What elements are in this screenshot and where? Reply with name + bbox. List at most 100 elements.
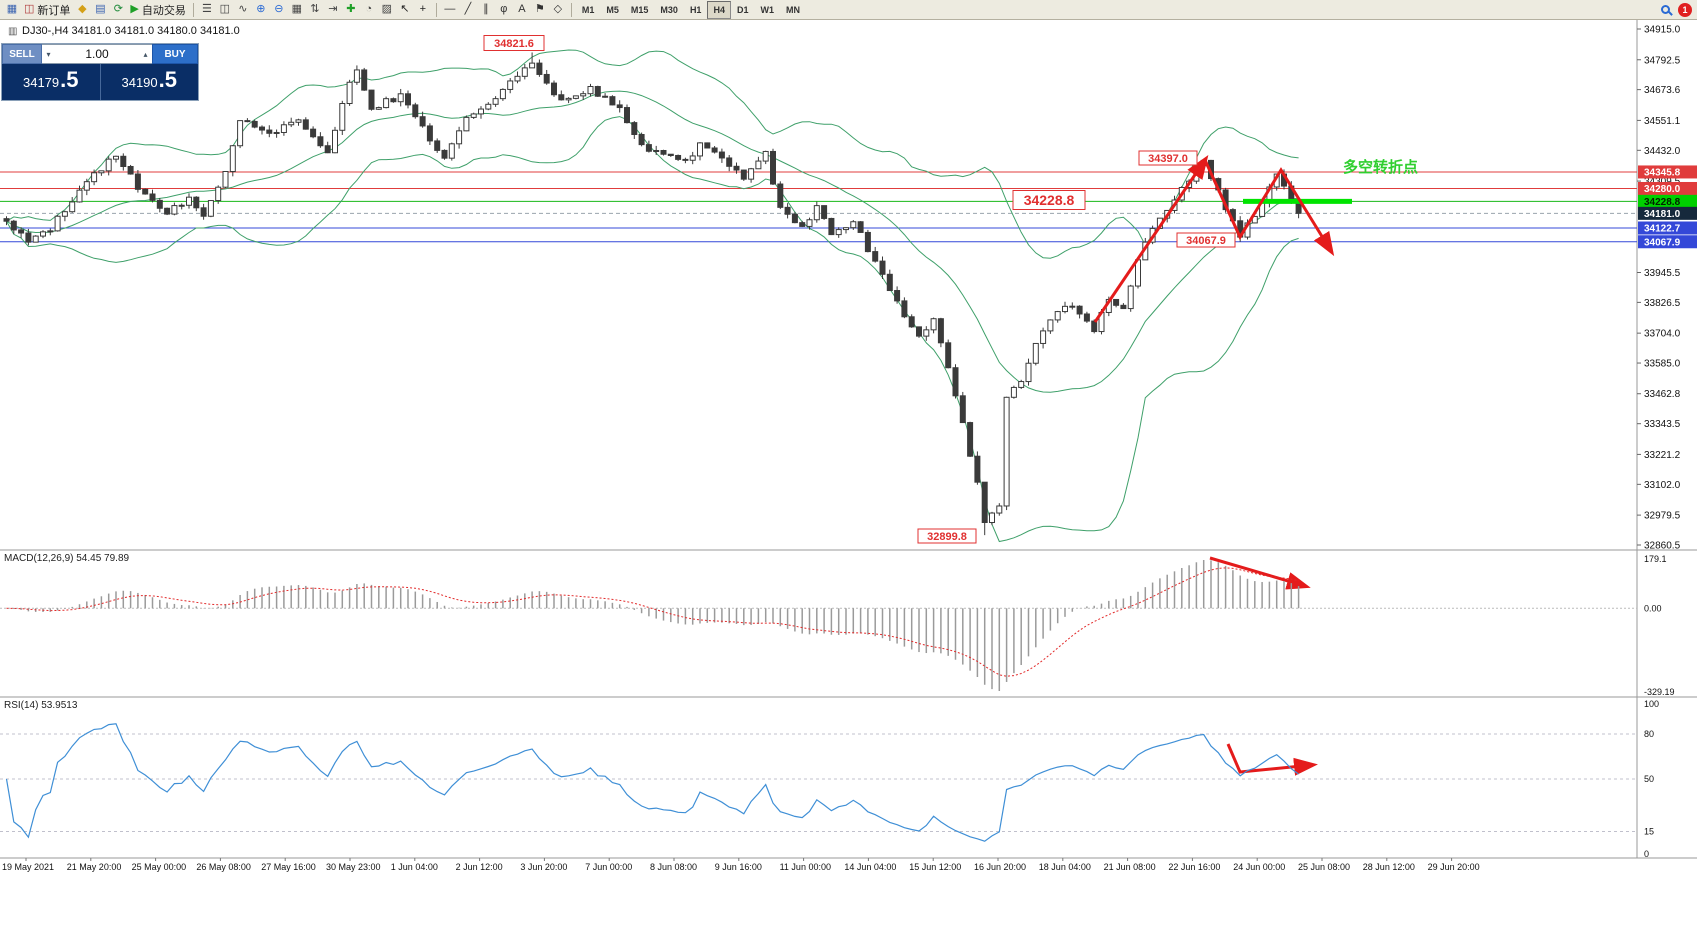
timeframe-m1-button[interactable]: M1 bbox=[581, 4, 595, 15]
hline-tool-icon: ― bbox=[444, 3, 456, 15]
trend-arrow[interactable] bbox=[1093, 155, 1209, 323]
svg-text:34280.0: 34280.0 bbox=[1644, 184, 1681, 195]
candle-chart-button[interactable]: ◫ bbox=[216, 1, 234, 19]
hline-tool-button[interactable]: ― bbox=[441, 1, 459, 19]
trend-arrow[interactable] bbox=[1209, 556, 1311, 590]
time-axis-label: 1 Jun 04:00 bbox=[391, 862, 438, 872]
timeframe-m15-button[interactable]: M15 bbox=[630, 4, 649, 15]
one-click-trading-panel: SELL ▾ ▴ BUY 34179.5 34190.5 bbox=[2, 44, 198, 100]
sell-price[interactable]: 34179.5 bbox=[2, 64, 100, 100]
timeframe-m30-button[interactable]: M30 bbox=[660, 4, 678, 15]
crosshair-button[interactable]: + bbox=[414, 1, 432, 19]
price-callout-box[interactable] bbox=[483, 35, 545, 51]
chart-shift-icon: ⇥ bbox=[328, 3, 338, 15]
svg-text:33343.5: 33343.5 bbox=[1644, 419, 1681, 430]
svg-text:34345.8: 34345.8 bbox=[1644, 167, 1681, 178]
toolbar-separator bbox=[570, 2, 572, 17]
time-axis-label: 7 Jun 00:00 bbox=[585, 862, 632, 872]
notification-badge[interactable]: 1 bbox=[1678, 2, 1692, 17]
time-axis-label: 29 Jun 20:00 bbox=[1428, 862, 1480, 872]
tile-windows-button[interactable]: ▦ bbox=[288, 1, 306, 19]
price-callout-box[interactable] bbox=[917, 528, 977, 544]
line-chart-button[interactable]: ∿ bbox=[234, 1, 252, 19]
bollinger-lower-band bbox=[6, 116, 1299, 543]
svg-text:32860.5: 32860.5 bbox=[1644, 541, 1681, 552]
search-icon[interactable] bbox=[1661, 5, 1670, 14]
svg-text:33221.2: 33221.2 bbox=[1644, 450, 1681, 461]
layouts-button[interactable]: ◆ bbox=[73, 1, 91, 19]
new-chart-button[interactable]: ▦ bbox=[3, 1, 21, 19]
channel-tool-button[interactable]: ∥ bbox=[477, 1, 495, 19]
add-indicator-icon: ✚ bbox=[346, 3, 356, 15]
zoom-in-button[interactable]: ⊕ bbox=[252, 1, 270, 19]
price-tag bbox=[1638, 181, 1697, 195]
autotrade-button-label: 自动交易 bbox=[141, 4, 186, 17]
price-callout-box[interactable] bbox=[1012, 190, 1086, 210]
add-indicator-button[interactable]: ✚ bbox=[342, 1, 360, 19]
label-tool-button[interactable]: ⚑ bbox=[531, 1, 549, 19]
buy-price[interactable]: 34190.5 bbox=[99, 64, 199, 100]
cursor-button[interactable]: ↖ bbox=[396, 1, 414, 19]
timeframe-h4-button[interactable]: H4 bbox=[707, 0, 731, 19]
trend-arrow[interactable] bbox=[1226, 743, 1318, 776]
chart-shift-button[interactable]: ⇥ bbox=[324, 1, 342, 19]
time-axis-label: 18 Jun 04:00 bbox=[1039, 862, 1091, 872]
shapes-tool-icon: ◇ bbox=[553, 3, 563, 15]
sell-button[interactable]: SELL bbox=[2, 44, 42, 64]
time-axis-label: 21 May 20:00 bbox=[67, 862, 122, 872]
svg-text:34122.7: 34122.7 bbox=[1644, 223, 1681, 234]
svg-text:179.1: 179.1 bbox=[1644, 554, 1667, 564]
time-axis-label: 2 Jun 12:00 bbox=[456, 862, 503, 872]
rsi-label: RSI(14) 53.9513 bbox=[4, 700, 78, 711]
timeframe-d1-button[interactable]: D1 bbox=[736, 4, 749, 15]
buy-button[interactable]: BUY bbox=[152, 44, 198, 64]
rsi-line bbox=[5, 723, 1299, 842]
periods-button[interactable]: ◔ bbox=[360, 1, 378, 19]
cursor-icon: ↖ bbox=[400, 3, 410, 15]
text-tool-button[interactable]: A bbox=[513, 1, 531, 19]
svg-text:33826.5: 33826.5 bbox=[1644, 298, 1681, 309]
macd-signal-line bbox=[6, 567, 1299, 677]
auto-arrange-button[interactable]: ⇅ bbox=[306, 1, 324, 19]
time-axis-label: 9 Jun 16:00 bbox=[715, 862, 762, 872]
toolbar-separator bbox=[192, 2, 194, 17]
bollinger-middle-band bbox=[6, 90, 1299, 393]
trendline-tool-button[interactable]: ╱ bbox=[459, 1, 477, 19]
zoom-out-button[interactable]: ⊖ bbox=[270, 1, 288, 19]
trading-chart-canvas[interactable]: 34915.034792.534673.634551.134432.034309… bbox=[0, 20, 1697, 946]
market-watch-button[interactable]: ▤ bbox=[91, 1, 109, 19]
timeframe-h1-button[interactable]: H1 bbox=[689, 4, 702, 15]
svg-text:33102.0: 33102.0 bbox=[1644, 480, 1681, 491]
volume-increase-button[interactable]: ▴ bbox=[143, 49, 148, 59]
bar-chart-icon: ☰ bbox=[201, 3, 212, 15]
svg-text:34432.0: 34432.0 bbox=[1644, 146, 1681, 157]
new-order-button-label: 新订单 bbox=[37, 4, 71, 17]
time-axis-label: 28 Jun 12:00 bbox=[1363, 862, 1415, 872]
chart-header-icon: ▥ bbox=[8, 26, 17, 37]
templates-icon: ▨ bbox=[381, 3, 393, 15]
trend-arrow[interactable] bbox=[1203, 159, 1335, 257]
bar-chart-button[interactable]: ☰ bbox=[198, 1, 216, 19]
svg-text:33945.5: 33945.5 bbox=[1644, 268, 1681, 279]
time-axis-label: 21 Jun 08:00 bbox=[1104, 862, 1156, 872]
price-tag bbox=[1638, 235, 1697, 249]
timeframe-mn-button[interactable]: MN bbox=[785, 4, 800, 15]
refresh-button[interactable]: ⟳ bbox=[109, 1, 127, 19]
templates-button[interactable]: ▨ bbox=[378, 1, 396, 19]
price-callout-box[interactable] bbox=[1138, 150, 1198, 166]
candles-layer bbox=[3, 52, 1302, 536]
timeframe-m5-button[interactable]: M5 bbox=[606, 4, 619, 15]
price-callout-box[interactable] bbox=[1176, 232, 1236, 248]
svg-text:33585.0: 33585.0 bbox=[1644, 359, 1681, 370]
autotrade-button[interactable]: ▶ 自动交易 bbox=[127, 1, 188, 19]
new-order-button[interactable]: ◫ 新订单 bbox=[21, 1, 73, 19]
volume-decrease-button[interactable]: ▾ bbox=[46, 49, 51, 59]
timeframe-w1-button[interactable]: W1 bbox=[760, 4, 774, 15]
volume-input[interactable] bbox=[55, 47, 139, 61]
svg-text:32899.8: 32899.8 bbox=[927, 531, 967, 543]
svg-text:32979.5: 32979.5 bbox=[1644, 511, 1681, 522]
fibonacci-tool-button[interactable]: φ bbox=[495, 1, 513, 19]
time-axis-label: 22 Jun 16:00 bbox=[1168, 862, 1220, 872]
shapes-tool-button[interactable]: ◇ bbox=[549, 1, 567, 19]
tile-windows-icon: ▦ bbox=[291, 3, 303, 15]
